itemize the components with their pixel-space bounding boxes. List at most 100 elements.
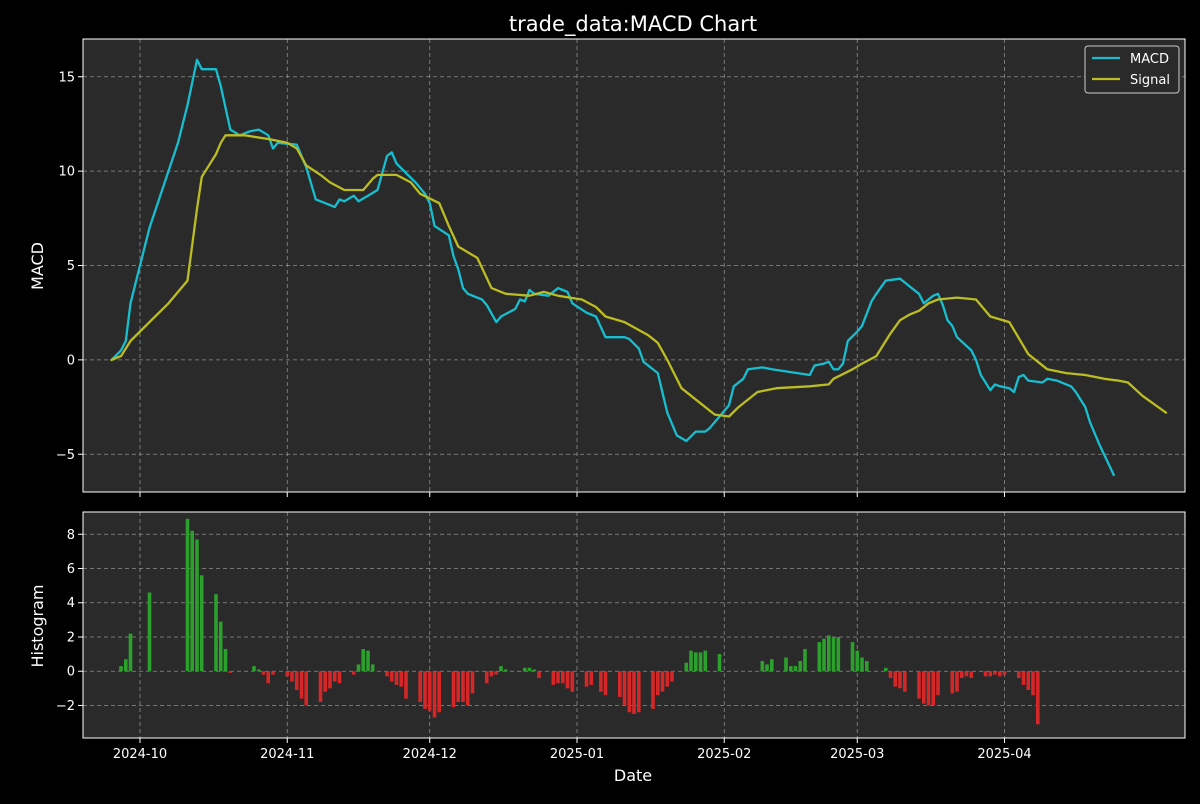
histogram-bar <box>893 671 897 687</box>
histogram-bar <box>599 671 603 692</box>
histogram-x-tick-label: 2025-03 <box>830 747 884 762</box>
histogram-bar <box>351 671 356 675</box>
histogram-bar <box>266 671 270 684</box>
histogram-bar <box>218 621 223 672</box>
histogram-bar <box>684 662 689 672</box>
histogram-bar <box>898 671 902 689</box>
histogram-bar <box>484 671 489 684</box>
histogram-bar <box>827 635 831 672</box>
histogram-bar <box>831 637 836 672</box>
macd-y-tick-label: −5 <box>56 448 75 463</box>
legend: MACD Signal <box>1084 45 1180 94</box>
histogram-bar <box>432 671 437 718</box>
histogram-bar <box>190 530 194 672</box>
histogram-bar <box>931 671 936 706</box>
histogram-bar <box>147 592 152 672</box>
histogram-y-tick-label: −2 <box>56 699 75 714</box>
histogram-bar <box>803 649 807 672</box>
histogram-bar <box>499 666 503 672</box>
histogram-bar <box>1002 671 1007 675</box>
macd-line <box>110 58 1115 477</box>
macd-y-tick-label: 10 <box>58 165 75 180</box>
histogram-bar <box>983 671 988 677</box>
histogram-bar <box>128 633 133 672</box>
histogram-bar <box>964 671 969 677</box>
histogram-bar <box>465 671 470 706</box>
histogram-bar <box>332 671 337 682</box>
histogram-bar <box>903 671 907 692</box>
histogram-bar <box>537 671 541 678</box>
histogram-bar <box>926 671 931 706</box>
histogram-bar <box>223 649 228 672</box>
histogram-panel: −2 0 2 4 6 8 2024-10 2024-11 2024-12 2025-01 2025… <box>28 511 1186 785</box>
histogram-bar <box>561 671 565 684</box>
histogram-bar <box>124 659 128 672</box>
histogram-bar <box>456 671 460 702</box>
histogram-y-tick-label: 8 <box>67 528 75 543</box>
histogram-bar <box>1021 671 1026 685</box>
macd-grid <box>83 39 1185 492</box>
histogram-bar <box>423 671 427 709</box>
histogram-bar <box>318 671 323 702</box>
histogram-bar <box>214 594 218 672</box>
histogram-bar <box>670 671 674 682</box>
histogram-bar <box>328 671 332 689</box>
histogram-bar <box>627 671 632 713</box>
histogram-bar <box>494 671 498 675</box>
histogram-bar <box>437 671 441 713</box>
histogram-bar <box>565 671 570 689</box>
histogram-x-tick-label: 2025-02 <box>697 747 751 762</box>
histogram-bar <box>299 671 304 699</box>
histogram-bar <box>427 671 432 711</box>
histogram-bar <box>385 671 389 677</box>
histogram-bar <box>584 671 589 687</box>
signal-line <box>110 134 1168 418</box>
histogram-bar <box>394 671 399 685</box>
histogram-x-tick-label: 2025-01 <box>550 747 604 762</box>
histogram-bar <box>271 671 275 675</box>
histogram-bar <box>884 667 888 672</box>
histogram-x-axis-label: Date <box>614 766 652 785</box>
histogram-bar <box>703 650 708 672</box>
histogram-bar <box>337 671 342 684</box>
histogram-bar <box>399 671 403 687</box>
histogram-bar <box>290 671 294 682</box>
chart-title: trade_data:MACD Chart <box>509 12 757 37</box>
histogram-bar <box>950 671 955 694</box>
macd-y-axis-label: MACD <box>28 242 47 290</box>
histogram-bar <box>195 539 199 672</box>
histogram-bar <box>651 671 655 709</box>
histogram-bar <box>656 671 660 696</box>
histogram-bar <box>637 671 641 713</box>
histogram-bar <box>551 671 556 685</box>
legend-signal-label: Signal <box>1130 73 1170 88</box>
histogram-bar <box>294 671 299 690</box>
histogram-bar <box>660 671 665 692</box>
macd-y-tick-label: 15 <box>58 70 75 85</box>
histogram-y-tick-label: 2 <box>67 630 75 645</box>
histogram-x-ticks: 2024-10 2024-11 2024-12 2025-01 2025-02 2025-… <box>113 738 1032 762</box>
macd-y-tick-label: 0 <box>67 353 75 368</box>
macd-panel-background <box>83 39 1185 492</box>
histogram-bar <box>489 671 494 677</box>
histogram-bar <box>356 664 361 672</box>
histogram-bar <box>850 642 855 672</box>
histogram-bar <box>370 664 375 672</box>
histogram-bar <box>603 671 608 696</box>
histogram-bar <box>323 671 327 692</box>
histogram-y-tick-label: 0 <box>67 665 75 680</box>
histogram-x-tick-label: 2024-12 <box>403 747 457 762</box>
macd-y-ticks: −5 0 5 10 15 <box>56 70 83 463</box>
histogram-bar <box>618 671 622 697</box>
histogram-bar <box>589 671 594 685</box>
histogram-bar <box>665 671 670 687</box>
histogram-bar <box>760 661 765 672</box>
histogram-bar <box>784 657 788 672</box>
histogram-bar <box>922 671 926 704</box>
histogram-bar <box>694 652 698 672</box>
histogram-bar <box>1017 671 1021 678</box>
histogram-bar <box>632 671 636 714</box>
histogram-x-tick-label: 2024-10 <box>113 747 167 762</box>
